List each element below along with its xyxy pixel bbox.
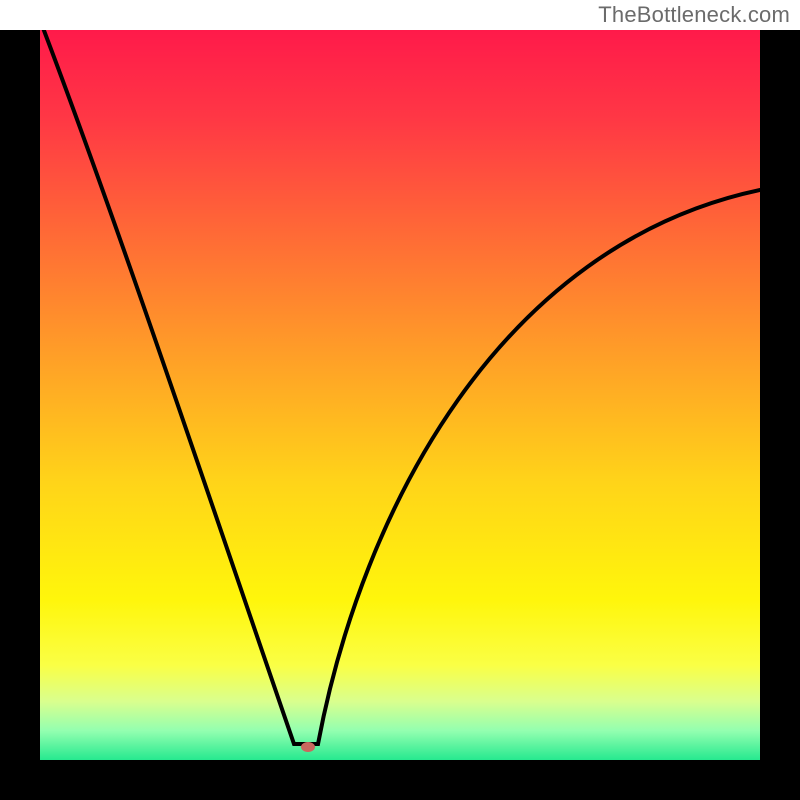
frame-bottom	[0, 760, 800, 800]
frame-right	[760, 30, 800, 800]
background-gradient	[40, 30, 760, 760]
valley-marker	[301, 742, 315, 752]
chart-svg	[0, 0, 800, 800]
watermark-text: TheBottleneck.com	[598, 2, 790, 28]
frame-left	[0, 30, 40, 800]
chart-stage: TheBottleneck.com	[0, 0, 800, 800]
